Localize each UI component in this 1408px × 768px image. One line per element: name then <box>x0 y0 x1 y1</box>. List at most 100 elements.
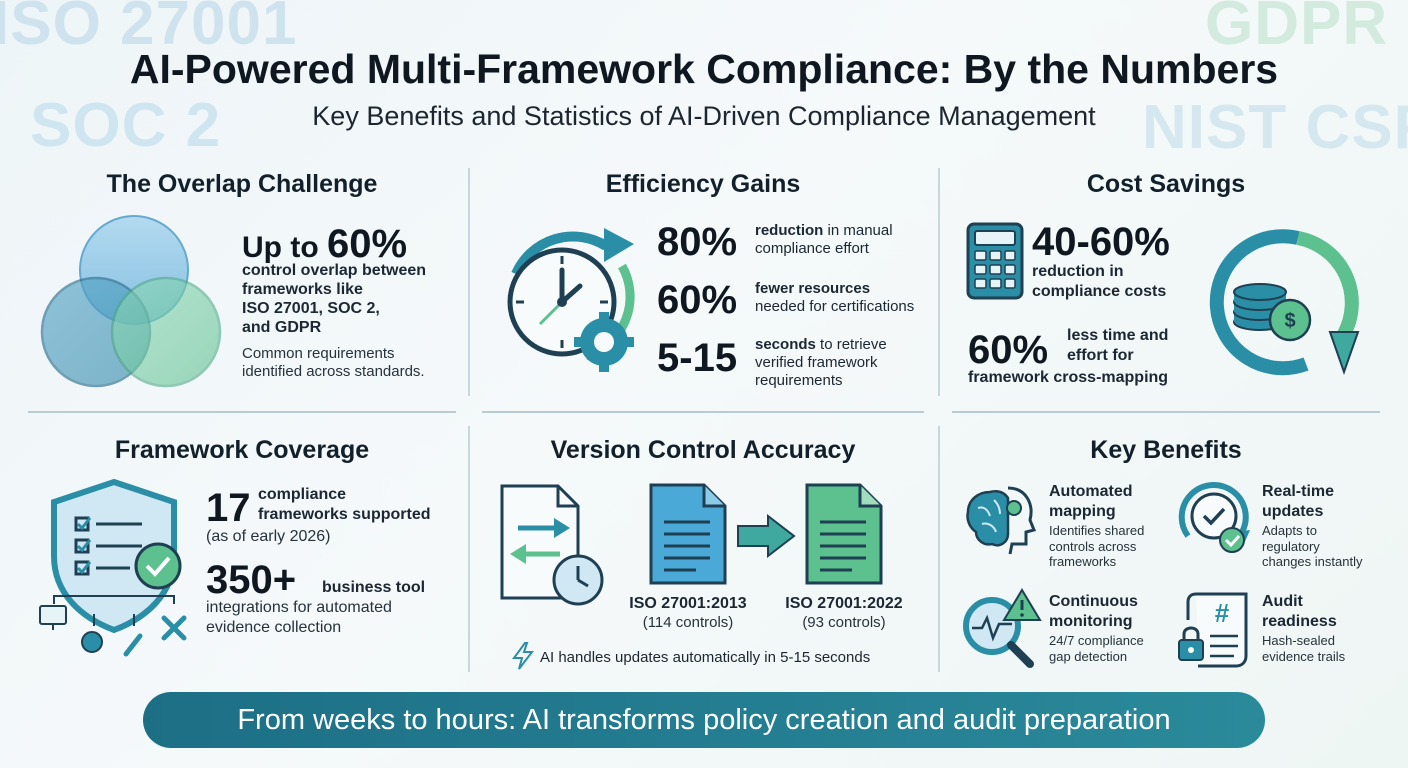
cost-value-1: 40-60% <box>1032 220 1170 264</box>
svg-text:$: $ <box>1284 310 1295 332</box>
benefit-4-title-line: Audit <box>1262 593 1303 610</box>
benefit-4-desc: Hash-sealed evidence trails <box>1262 633 1345 664</box>
calculator-icon <box>966 222 1024 300</box>
benefit-2-title-line: updates <box>1262 503 1324 520</box>
benefit-1-title-line: mapping <box>1049 503 1116 520</box>
new-document-icon <box>805 483 883 585</box>
benefit-1-desc: Identifies shared controls across framew… <box>1049 523 1144 570</box>
benefit-4-title-line: readiness <box>1262 613 1337 630</box>
efficiency-stat-1-desc: reduction in manual compliance effort <box>755 222 893 258</box>
benefit-1-title-line: Automated <box>1049 483 1133 500</box>
benefit-2-desc-line: changes instantly <box>1262 554 1363 569</box>
divider-vertical-bottom-2 <box>938 426 940 672</box>
efficiency-stat-3-line2: verified framework <box>755 354 878 371</box>
overlap-heading: The Overlap Challenge <box>106 170 378 198</box>
new-version-controls: (93 controls) <box>802 614 886 631</box>
efficiency-stat-3-line3: requirements <box>755 372 843 389</box>
scroll-lock-icon: # <box>1178 592 1248 668</box>
overlap-desc-line: control overlap between <box>242 262 427 279</box>
overlap-value: 60% <box>326 222 408 266</box>
benefit-1-title: Automated mapping <box>1049 482 1133 522</box>
efficiency-stat-2-value: 60% <box>657 278 738 322</box>
watermark-soc-2: SOC 2 <box>30 91 222 160</box>
old-version-name: ISO 27001:2013 <box>629 595 747 612</box>
coverage-desc-2-line: integrations for automated <box>206 599 392 616</box>
old-version-controls: (114 controls) <box>642 614 734 631</box>
efficiency-stat-3-desc: seconds to retrieve verified framework r… <box>755 336 887 390</box>
clock-refresh-icon <box>1178 481 1250 553</box>
lightning-icon <box>512 642 534 670</box>
efficiency-stat-1-line2: compliance effort <box>755 240 869 257</box>
divider-horizontal-2 <box>482 411 924 413</box>
benefit-1-desc-line: frameworks <box>1049 554 1117 569</box>
overlap-prefix: Up to <box>242 231 319 264</box>
arrow-right-icon <box>737 514 796 558</box>
cost-desc-2-line: effort for <box>1067 347 1134 364</box>
cost-desc-2: less time and effort for <box>1067 326 1168 366</box>
benefit-2-desc: Adapts to regulatory changes instantly <box>1262 523 1362 570</box>
benefit-2-title-line: Real-time <box>1262 483 1335 500</box>
divider-horizontal-1 <box>28 411 456 413</box>
coverage-desc-1-line: frameworks supported <box>258 506 431 523</box>
divider-vertical-bottom-1 <box>468 426 470 672</box>
benefit-3-title-line: Continuous <box>1049 593 1138 610</box>
coverage-desc-2-bold: business tool <box>322 579 426 596</box>
page-title: AI-Powered Multi-Framework Compliance: B… <box>129 46 1279 92</box>
benefit-1-desc-line: Identifies shared <box>1049 523 1145 538</box>
document-sync-icon <box>500 484 604 606</box>
benefit-3-desc: 24/7 compliance gap detection <box>1049 633 1144 664</box>
old-document-icon <box>649 483 727 585</box>
coverage-desc-2: integrations for automated evidence coll… <box>206 598 392 638</box>
cost-heading: Cost Savings <box>1086 170 1246 198</box>
benefits-heading: Key Benefits <box>1090 436 1242 464</box>
efficiency-stat-3-value: 5-15 <box>657 336 738 380</box>
benefit-3-title: Continuous monitoring <box>1049 592 1138 632</box>
svg-text:#: # <box>1215 598 1230 628</box>
watermark-gdpr: GDPR <box>1205 0 1389 58</box>
coverage-heading: Framework Coverage <box>114 436 370 464</box>
cost-desc-1: reduction in compliance costs <box>1032 262 1166 302</box>
overlap-desc-line: and GDPR <box>242 319 322 336</box>
benefit-1-desc-line: controls across <box>1049 538 1137 554</box>
coin-cycle-icon: $ <box>1209 229 1360 376</box>
cost-desc-2-line: less time and <box>1067 327 1169 344</box>
coverage-desc-1: compliance frameworks supported <box>258 485 430 525</box>
efficiency-heading: Efficiency Gains <box>605 170 801 198</box>
benefit-3-title-line: monitoring <box>1049 613 1133 630</box>
benefit-3-desc-line: gap detection <box>1049 648 1128 664</box>
overlap-desc-line: ISO 27001, SOC 2, <box>242 300 380 317</box>
coverage-note-1: (as of early 2026) <box>206 528 331 545</box>
coverage-desc-2-line: evidence collection <box>206 619 342 636</box>
page-subtitle: Key Benefits and Statistics of AI-Driven… <box>312 101 1096 131</box>
efficiency-stat-3-bold: seconds <box>755 336 816 353</box>
efficiency-stat-1-rest: in manual <box>823 222 893 239</box>
shield-checklist-icon <box>39 478 187 657</box>
version-heading: Version Control Accuracy <box>550 436 856 464</box>
clock-gear-icon <box>507 228 635 372</box>
overlap-note-line: Common requirements <box>242 345 395 362</box>
footer-banner: From weeks to hours: AI transforms polic… <box>143 692 1265 748</box>
divider-vertical-top-2 <box>938 168 940 396</box>
overlap-desc-line: frameworks like <box>242 281 363 298</box>
overlap-note: Common requirements identified across st… <box>242 345 425 381</box>
overlap-stat: Up to 60% <box>242 220 407 268</box>
coverage-desc-1-line: compliance <box>258 486 347 503</box>
benefit-3-desc-line: 24/7 compliance <box>1049 633 1144 648</box>
benefit-2-desc-line: Adapts to <box>1262 523 1317 538</box>
benefit-4-desc-line: Hash-sealed <box>1262 633 1335 648</box>
overlap-description: control overlap between frameworks like … <box>242 261 426 337</box>
benefit-4-desc-line: evidence trails <box>1262 648 1346 664</box>
efficiency-stat-1-value: 80% <box>657 220 738 264</box>
efficiency-stat-2-line2: needed for certifications <box>755 298 915 315</box>
benefit-2-desc-line: regulatory <box>1262 538 1320 554</box>
efficiency-stat-2-desc: fewer resources needed for certification… <box>755 280 914 316</box>
version-footer: AI handles updates automatically in 5-15… <box>540 649 871 666</box>
efficiency-stat-2-bold: fewer resources <box>755 280 871 297</box>
venn-diagram-icon <box>40 215 222 388</box>
coverage-value-2: 350+ <box>206 558 297 602</box>
brain-head-icon <box>966 486 1037 555</box>
divider-vertical-top-1 <box>468 168 470 396</box>
efficiency-stat-1-bold: reduction <box>755 222 824 239</box>
efficiency-stat-3-rest: to retrieve <box>815 336 887 353</box>
watermark-iso-27001: ISO 27001 <box>0 0 298 58</box>
